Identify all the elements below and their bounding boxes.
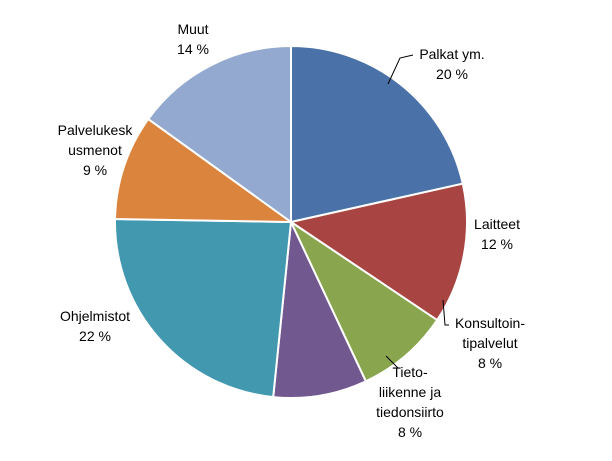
label-line: Palkat ym. <box>419 46 484 62</box>
value-label: 22 % <box>79 328 111 344</box>
pie-slice <box>114 117 295 224</box>
label-line: Konsultoin- <box>455 315 525 331</box>
slice-label: Muut 14 % <box>177 21 209 57</box>
label-line: Muut <box>177 21 208 37</box>
leader-line <box>385 355 399 369</box>
value-label: 20 % <box>436 66 468 82</box>
label-line: Palvelukesk <box>58 122 134 138</box>
label-line: liikenne ja <box>379 384 441 400</box>
pie-slice <box>288 182 468 322</box>
pie-slice <box>288 219 439 383</box>
value-label: 9 % <box>83 162 107 178</box>
pie-slice <box>146 44 292 224</box>
value-label: 8 % <box>478 355 502 371</box>
label-line: Ohjelmistot <box>60 308 130 324</box>
label-line: Laitteet <box>474 216 520 232</box>
value-label: 8 % <box>398 424 422 440</box>
slice-label: Laitteet 12 % <box>474 216 520 252</box>
label-line: usmenot <box>68 142 122 158</box>
value-label: 12 % <box>481 236 513 252</box>
label-line: Tieto- <box>392 364 428 380</box>
label-line: tiedonsiirto <box>376 404 444 420</box>
leader-line <box>442 299 449 326</box>
pie-slice <box>290 44 464 224</box>
pie-slice <box>114 218 293 399</box>
label-line: tipalvelut <box>462 335 517 351</box>
value-label: 14 % <box>177 41 209 57</box>
slice-label: Konsultoin-tipalvelut 8 % <box>455 315 525 371</box>
slice-label: Palvelukesk usmenot 9 % <box>58 122 134 178</box>
slice-label: Palkat ym. 20 % <box>419 46 484 82</box>
slice-label: Ohjelmistot 22 % <box>60 308 130 344</box>
leader-line <box>387 54 414 85</box>
pie-slice <box>272 218 368 399</box>
slice-label: Tieto-liikenne ja tiedonsiirto 8 % <box>376 364 444 440</box>
